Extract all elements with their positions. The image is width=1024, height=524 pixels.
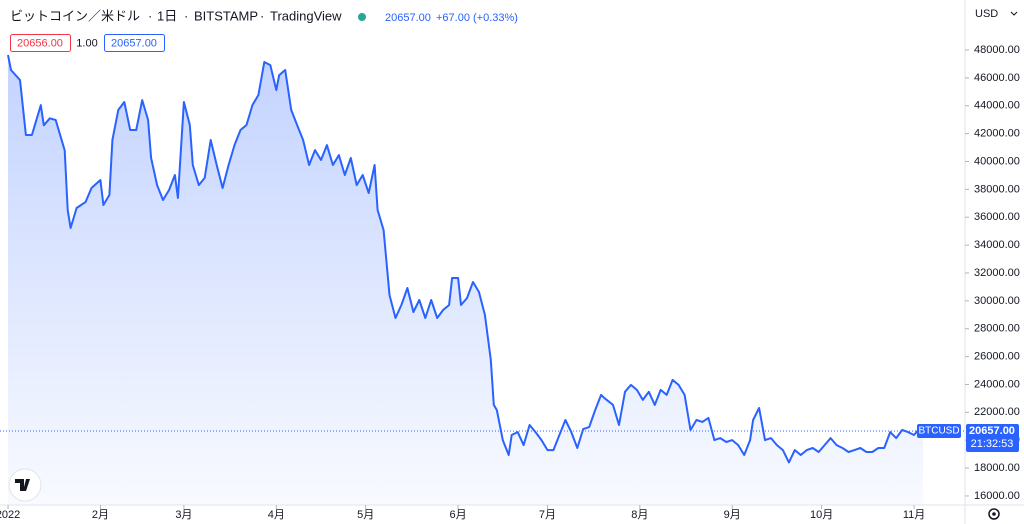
separator: · [184,8,188,23]
y-tick-label: 44000.00 [974,100,1020,112]
y-tick-label: 18000.00 [974,462,1020,474]
bid: 20656.00 [17,37,63,49]
series-name: BTCUSD [918,426,959,437]
y-tick-label: 42000.00 [974,128,1020,140]
y-tick-label: 38000.00 [974,183,1020,195]
x-tick-label: 6月 [449,509,466,521]
ask-box[interactable] [104,34,165,52]
source: TradingView [270,8,342,23]
ask: 20657.00 [111,37,157,49]
symbol: ビットコイン／米ドル [10,8,140,23]
price-badge-value: 20657.00 [969,425,1015,437]
price-line [7,54,924,464]
header-change: +67.00 (+0.33%) [436,12,518,24]
y-tick-label: 46000.00 [974,72,1020,84]
y-tick-label: 40000.00 [974,155,1020,167]
plot-area [0,54,965,505]
countdown: 21:32:53 [971,438,1014,450]
x-tick-label: 10月 [810,509,833,521]
x-tick-label: 2022 [0,509,20,521]
currency-dropdown[interactable] [1010,11,1018,16]
currency[interactable]: USD [975,8,998,20]
x-tick-label: 2月 [92,509,109,521]
y-tick-label: 32000.00 [974,267,1020,279]
separator: · [148,8,152,23]
x-tick-label: 11月 [903,509,925,521]
separator: · [260,8,264,23]
logo-mark [15,479,30,491]
x-tick-label: 3月 [175,509,192,521]
price-badge [966,424,1019,453]
x-tick-label: 7月 [539,509,556,521]
area-fill [8,55,923,505]
x-tick-label: 5月 [357,509,374,521]
y-tick-label: 48000.00 [974,44,1020,56]
spread: 1.00 [76,37,97,49]
y-tick-label: 22000.00 [974,406,1020,418]
y-tick-label: 26000.00 [974,350,1020,362]
y-tick-label: 16000.00 [974,490,1020,502]
market-status [358,13,366,21]
series-badge [917,424,961,439]
x-tick-label: 4月 [268,509,285,521]
y-tick-label: 24000.00 [974,378,1020,390]
x-tick-label: 8月 [631,509,648,521]
y-tick-label: 30000.00 [974,295,1020,307]
interval: 1日 [157,8,177,23]
header-price: 20657.00 [385,12,431,24]
bid-box[interactable] [10,34,71,52]
y-tick-label: 34000.00 [974,239,1020,251]
y-tick-label: 36000.00 [974,211,1020,223]
exchange: BITSTAMP [194,8,258,23]
settings-icon-core [992,512,996,516]
settings-icon[interactable] [988,508,1000,520]
x-tick-label: 9月 [724,509,741,521]
y-tick-label: 28000.00 [974,323,1020,335]
